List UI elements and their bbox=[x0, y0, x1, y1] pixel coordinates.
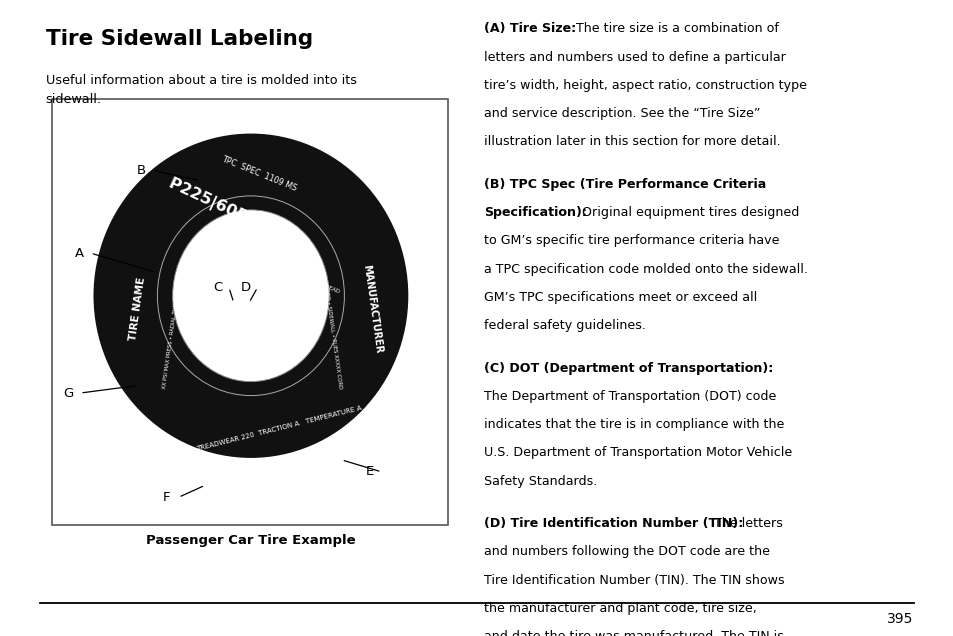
Text: (C) DOT (Department of Transportation):: (C) DOT (Department of Transportation): bbox=[483, 361, 772, 375]
Ellipse shape bbox=[93, 134, 408, 458]
Text: Original equipment tires designed: Original equipment tires designed bbox=[574, 206, 799, 219]
Bar bbox=[52, 99, 448, 525]
Text: and date the tire was manufactured. The TIN is: and date the tire was manufactured. The … bbox=[483, 630, 782, 636]
Text: C: C bbox=[213, 281, 222, 294]
Text: XX PSI MAX PRESS • RADIAL TUBELESS •: XX PSI MAX PRESS • RADIAL TUBELESS • bbox=[162, 283, 182, 390]
Text: TREADWEAR 220  TRACTION A   TEMPERATURE A: TREADWEAR 220 TRACTION A TEMPERATURE A bbox=[195, 405, 362, 452]
Text: The tire size is a combination of: The tire size is a combination of bbox=[567, 22, 778, 35]
Text: and service description. See the “Tire Size”: and service description. See the “Tire S… bbox=[483, 107, 760, 120]
Text: D: D bbox=[241, 281, 251, 294]
Text: indicates that the tire is in compliance with the: indicates that the tire is in compliance… bbox=[483, 418, 783, 431]
Text: CORD • SIDEWALL • PLIES XXXXX CORD: CORD • SIDEWALL • PLIES XXXXX CORD bbox=[323, 284, 342, 389]
Text: G: G bbox=[64, 387, 73, 399]
Text: Specification):: Specification): bbox=[483, 206, 586, 219]
Text: (A) Tire Size:: (A) Tire Size: bbox=[483, 22, 576, 35]
Text: (D) Tire Identification Number (TIN):: (D) Tire Identification Number (TIN): bbox=[483, 517, 742, 530]
Text: P225|60R16  97S: P225|60R16 97S bbox=[166, 175, 311, 254]
Text: TIRE NAME: TIRE NAME bbox=[128, 276, 147, 341]
Text: and numbers following the DOT code are the: and numbers following the DOT code are t… bbox=[483, 545, 769, 558]
Text: B: B bbox=[136, 164, 146, 177]
Text: U.S. Department of Transportation Motor Vehicle: U.S. Department of Transportation Motor … bbox=[483, 446, 791, 459]
Text: Passenger Car Tire Example: Passenger Car Tire Example bbox=[146, 534, 355, 547]
Text: to GM’s specific tire performance criteria have: to GM’s specific tire performance criter… bbox=[483, 234, 779, 247]
Text: TPC  SPEC  1109 MS: TPC SPEC 1109 MS bbox=[219, 155, 297, 193]
Text: F: F bbox=[163, 491, 171, 504]
Text: letters and numbers used to define a particular: letters and numbers used to define a par… bbox=[483, 51, 784, 64]
Text: E: E bbox=[366, 466, 374, 478]
Text: 395: 395 bbox=[885, 612, 912, 626]
Text: The Department of Transportation (DOT) code: The Department of Transportation (DOT) c… bbox=[483, 390, 775, 403]
Text: (B) TPC Spec (Tire Performance Criteria: (B) TPC Spec (Tire Performance Criteria bbox=[483, 177, 765, 191]
Text: the manufacturer and plant code, tire size,: the manufacturer and plant code, tire si… bbox=[483, 602, 756, 615]
Text: Useful information about a tire is molded into its
sidewall.: Useful information about a tire is molde… bbox=[46, 74, 356, 106]
Text: a TPC specification code molded onto the sidewall.: a TPC specification code molded onto the… bbox=[483, 263, 806, 275]
Text: Safety Standards.: Safety Standards. bbox=[483, 474, 597, 488]
Text: RADIAL TUBELESS • DOT MA4RABCDXY  TREAD: RADIAL TUBELESS • DOT MA4RABCDXY TREAD bbox=[218, 242, 339, 294]
Text: federal safety guidelines.: federal safety guidelines. bbox=[483, 319, 645, 332]
Ellipse shape bbox=[172, 210, 329, 382]
Text: A: A bbox=[74, 247, 84, 259]
Text: GM’s TPC specifications meet or exceed all: GM’s TPC specifications meet or exceed a… bbox=[483, 291, 756, 304]
Text: Tire Identification Number (TIN). The TIN shows: Tire Identification Number (TIN). The TI… bbox=[483, 574, 783, 586]
Text: tire’s width, height, aspect ratio, construction type: tire’s width, height, aspect ratio, cons… bbox=[483, 79, 806, 92]
Text: The letters: The letters bbox=[705, 517, 782, 530]
Text: Tire Sidewall Labeling: Tire Sidewall Labeling bbox=[46, 29, 313, 48]
Text: MANUFACTURER: MANUFACTURER bbox=[360, 263, 383, 354]
Text: illustration later in this section for more detail.: illustration later in this section for m… bbox=[483, 135, 780, 148]
